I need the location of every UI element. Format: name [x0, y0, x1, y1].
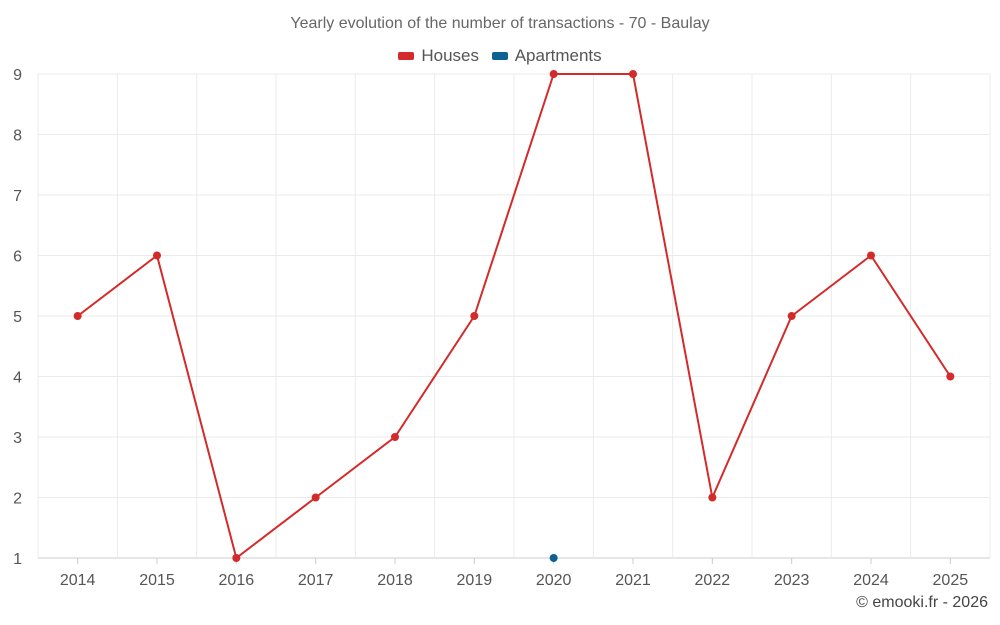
chart-legend: Houses Apartments	[0, 45, 1000, 66]
x-tick-label-2024: 2024	[853, 572, 889, 589]
x-tick-label-2017: 2017	[298, 572, 334, 589]
data-point-houses-2014	[73, 312, 82, 320]
x-tick-label-2016: 2016	[219, 572, 255, 589]
x-tick-label-2021: 2021	[615, 572, 651, 589]
series-layer	[73, 70, 955, 562]
legend-swatch-houses	[398, 52, 415, 60]
x-tick-label-2019: 2019	[457, 572, 493, 589]
data-point-houses-2019	[470, 312, 479, 320]
y-tick-label-6: 6	[13, 249, 22, 266]
data-point-houses-2016	[232, 554, 241, 562]
data-point-houses-2024	[867, 251, 875, 260]
data-point-apartments-2020	[549, 554, 558, 562]
copyright-text: © emooki.fr - 2026	[856, 594, 988, 611]
data-point-houses-2018	[391, 433, 399, 441]
x-tick-label-2020: 2020	[536, 572, 572, 589]
x-tick-label-2023: 2023	[774, 572, 810, 589]
x-tick-label-2022: 2022	[695, 572, 731, 589]
grid-layer	[37, 73, 991, 559]
axis-layer: 1 2 3 4 5 6 7 8 9 2014 2015 2016 2017 2018 2019 2020 202…	[13, 67, 968, 589]
x-tick-label-2025: 2025	[933, 572, 969, 589]
data-point-houses-2022	[708, 493, 717, 502]
chart-title: Yearly evolution of the number of transa…	[290, 15, 710, 32]
legend-item-houses[interactable]: Houses	[398, 46, 479, 66]
y-tick-label-1: 1	[13, 551, 22, 568]
y-tick-label-7: 7	[13, 188, 22, 205]
y-tick-label-8: 8	[13, 128, 22, 145]
x-tick-label-2015: 2015	[139, 572, 175, 589]
legend-item-apartments[interactable]: Apartments	[491, 46, 602, 66]
series-line-houses	[77, 73, 952, 559]
legend-swatch-apartments	[491, 52, 508, 60]
legend-label-houses: Houses	[421, 46, 479, 65]
y-tick-label-5: 5	[13, 309, 22, 326]
legend-label-apartments: Apartments	[514, 46, 602, 65]
y-tick-label-2: 2	[13, 491, 22, 508]
x-tick-label-2018: 2018	[377, 572, 413, 589]
y-tick-label-9: 9	[13, 67, 22, 84]
data-point-houses-2025	[946, 372, 955, 381]
y-tick-label-4: 4	[13, 370, 22, 387]
data-point-houses-2017	[311, 493, 320, 502]
y-tick-label-3: 3	[13, 430, 22, 447]
data-point-houses-2021	[629, 70, 637, 78]
x-tick-label-2014: 2014	[60, 572, 96, 589]
data-point-houses-2020	[549, 70, 558, 78]
data-point-houses-2023	[787, 312, 796, 320]
data-point-houses-2015	[153, 251, 161, 260]
